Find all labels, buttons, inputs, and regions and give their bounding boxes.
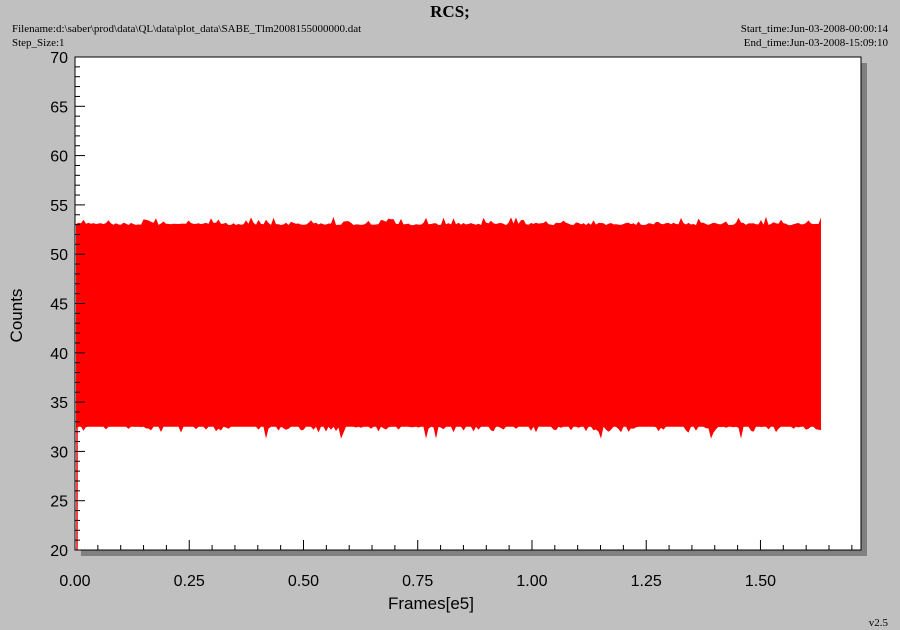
start-time-label: Start_time:Jun-03-2008-00:00:14 xyxy=(740,23,888,35)
x-tick-label: 1.00 xyxy=(516,573,547,590)
y-tick-label: 25 xyxy=(50,494,68,511)
x-tick-label: 0.75 xyxy=(402,573,433,590)
x-tick-label: 0.25 xyxy=(174,573,205,590)
y-axis-title: Counts xyxy=(7,289,26,343)
axis-layer: 20 25 30 35 40 45 50 55 60 65 70 0.00 0.25 0.50 0.75 1.… xyxy=(50,50,853,590)
y-tick-label: 20 xyxy=(50,543,68,560)
end-time-label: End_time:Jun-03-2008-15:09:10 xyxy=(743,37,888,49)
y-tick-label: 65 xyxy=(50,99,68,116)
series-band xyxy=(76,216,821,439)
y-tick-label: 55 xyxy=(50,198,68,215)
step-size-label: Step_Size:1 xyxy=(12,37,65,49)
y-tick-label: 50 xyxy=(50,247,68,264)
series-layer xyxy=(76,216,821,550)
y-tick-label: 30 xyxy=(50,444,68,461)
x-axis-title: Frames[e5] xyxy=(388,594,474,613)
x-tick-label: 1.50 xyxy=(745,573,776,590)
filename-label: Filename:d:\saber\prod\data\QL\data\plot… xyxy=(12,23,362,35)
y-tick-label: 60 xyxy=(50,149,68,166)
y-tick-label: 45 xyxy=(50,297,68,314)
x-tick-label: 0.50 xyxy=(288,573,319,590)
y-tick-label: 40 xyxy=(50,346,68,363)
chart-title: RCS; xyxy=(430,2,470,21)
y-tick-label: 35 xyxy=(50,395,68,412)
version-label: v2.5 xyxy=(868,617,888,629)
x-tick-label: 1.25 xyxy=(631,573,662,590)
y-tick-label: 70 xyxy=(50,50,68,67)
x-tick-label: 0.00 xyxy=(59,573,90,590)
